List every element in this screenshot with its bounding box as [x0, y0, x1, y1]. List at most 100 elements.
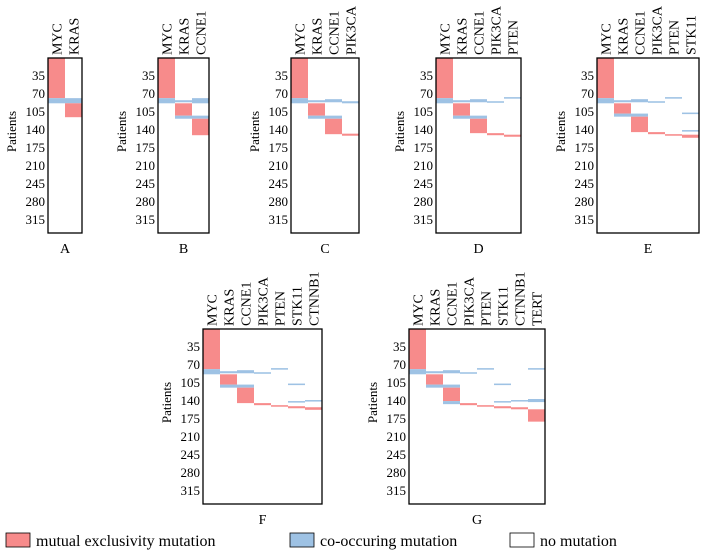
y-tick-label: 105	[387, 375, 407, 390]
y-tick-label: 175	[414, 140, 434, 155]
y-tick-label: 245	[181, 447, 201, 462]
mutation-segment-cooccur	[597, 98, 614, 104]
y-tick-label: 140	[414, 122, 434, 137]
mutation-segment-cooccur	[291, 98, 308, 104]
y-tick-label: 35	[581, 68, 594, 83]
mutation-segment-cooccur	[682, 112, 699, 115]
legend-swatch-exclusive	[5, 532, 31, 548]
mutation-segment-cooccur	[288, 383, 305, 386]
mutation-segment-cooccur	[237, 384, 254, 388]
legend-label-cooccur: co-occuring mutation	[320, 533, 457, 550]
mutation-segment-cooccur	[288, 401, 305, 403]
panel-frame	[290, 57, 360, 234]
y-tick-label: 245	[414, 176, 434, 191]
y-tick-label: 315	[575, 212, 595, 227]
y-tick-label: 35	[420, 68, 433, 83]
gene-label: PTEN	[507, 20, 522, 55]
gene-label: MYC	[51, 23, 66, 55]
legend-label-none: no mutation	[540, 533, 617, 550]
mutation-segment-exclusive	[665, 134, 682, 136]
y-tick-label: 245	[136, 176, 156, 191]
panels-layer: MYC KRAS3570105140175210245280315Patients…	[4, 5, 700, 528]
y-tick-label: 140	[387, 393, 407, 408]
mutation-segment-cooccur	[308, 115, 325, 119]
mutation-segment-cooccur	[614, 100, 631, 103]
mutation-segment-exclusive	[511, 407, 528, 410]
gene-label: MYC	[412, 294, 427, 326]
mutation-segment-exclusive	[614, 103, 631, 114]
panel-letter: D	[473, 242, 483, 257]
gene-label: KRAS	[429, 289, 444, 326]
gene-label: PIK3CA	[490, 5, 505, 55]
gene-label: MYC	[600, 23, 615, 55]
y-tick-label: 175	[269, 140, 289, 155]
y-tick-label: 245	[575, 176, 595, 191]
mutation-segment-exclusive	[453, 103, 470, 116]
gene-label: STK11	[291, 286, 306, 326]
gene-label: KRAS	[456, 18, 471, 55]
y-tick-label: 315	[414, 212, 434, 227]
mutation-segment-cooccur	[254, 372, 271, 374]
mutation-segment-cooccur	[436, 98, 453, 104]
mutation-segment-cooccur	[614, 113, 631, 117]
y-axis-label: Patients	[553, 111, 568, 152]
mutation-segment-cooccur	[477, 368, 494, 370]
y-tick-label: 105	[414, 104, 434, 119]
mutation-segment-cooccur	[487, 101, 504, 103]
y-tick-label: 210	[26, 158, 46, 173]
mutation-segment-exclusive	[460, 403, 477, 406]
gene-label: CTNNB1	[514, 272, 529, 326]
y-tick-label: 175	[136, 140, 156, 155]
mutation-segment-exclusive	[409, 329, 426, 370]
gene-label: KRAS	[617, 18, 632, 55]
gene-label: CCNE1	[240, 282, 255, 326]
mutation-segment-exclusive	[48, 58, 65, 99]
y-tick-label: 140	[575, 122, 595, 137]
gene-label: PTEN	[274, 291, 289, 326]
y-tick-label: 315	[26, 212, 46, 227]
gene-label: CCNE1	[473, 11, 488, 55]
y-tick-label: 105	[136, 104, 156, 119]
y-axis-label: Patients	[247, 111, 262, 152]
mutation-segment-cooccur	[460, 372, 477, 374]
y-tick-label: 280	[414, 194, 434, 209]
mutation-segment-cooccur	[308, 100, 325, 103]
gene-label: KRAS	[223, 289, 238, 326]
y-tick-label: 210	[181, 429, 201, 444]
gene-label: MYC	[206, 294, 221, 326]
panel-frame	[408, 328, 546, 505]
gene-label: PIK3CA	[463, 276, 478, 326]
gene-label: CTNNB1	[308, 272, 323, 326]
gene-label: PIK3CA	[651, 5, 666, 55]
y-tick-label: 140	[181, 393, 201, 408]
y-tick-label: 70	[142, 86, 155, 101]
mutation-segment-cooccur	[504, 97, 521, 99]
panel-a: MYC KRAS 35 70 105 140 175 210 245 280 315 Patients…	[4, 18, 83, 257]
mutation-segment-exclusive	[291, 58, 308, 99]
y-axis-label: Patients	[365, 382, 380, 423]
mutation-segment-cooccur	[65, 98, 82, 104]
mutation-segment-cooccur	[494, 383, 511, 386]
gene-label: PIK3CA	[345, 5, 360, 55]
y-tick-label: 140	[136, 122, 156, 137]
mutation-segment-cooccur	[48, 98, 65, 104]
gene-label: MYC	[161, 23, 176, 55]
y-tick-label: 175	[26, 140, 46, 155]
mutation-segment-cooccur	[443, 384, 460, 388]
y-tick-label: 70	[420, 86, 433, 101]
y-tick-label: 35	[32, 68, 45, 83]
mutation-segment-exclusive	[254, 403, 271, 406]
legend-label-exclusive: mutual exclusivity mutation	[36, 533, 216, 550]
gene-label: KRAS	[311, 18, 326, 55]
mutation-segment-cooccur	[175, 100, 192, 103]
gene-label: MYC	[439, 23, 454, 55]
mutation-segment-exclusive	[271, 405, 288, 407]
mutation-segment-cooccur	[682, 130, 699, 132]
gene-label: STK11	[685, 15, 700, 55]
mutation-segment-cooccur	[443, 401, 460, 405]
mutation-segment-cooccur	[220, 371, 237, 374]
mutation-segment-cooccur	[528, 399, 545, 403]
legend: mutual exclusivity mutation co-occuring …	[5, 532, 617, 550]
mutation-segment-cooccur	[271, 368, 288, 370]
